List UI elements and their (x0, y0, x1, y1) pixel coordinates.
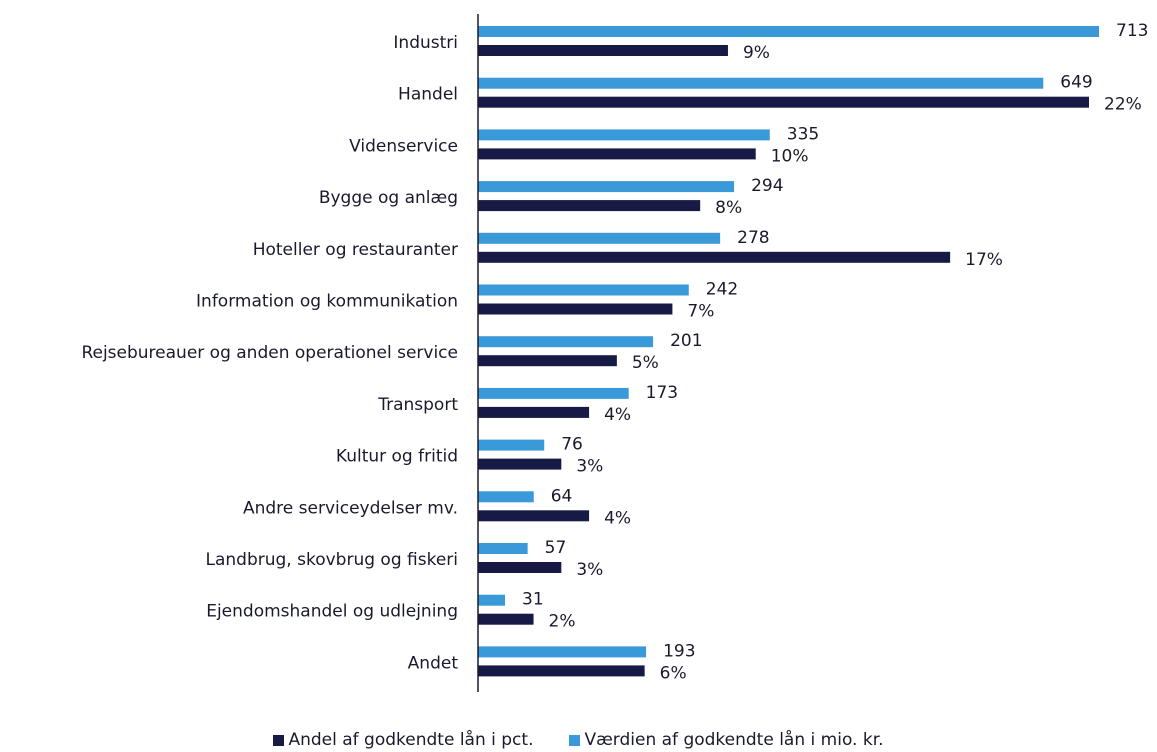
data-label-share: 5% (632, 353, 659, 373)
legend-label-share: Andel af godkendte lån i pct. (288, 730, 534, 750)
bar-chart: Industri 713 9% Handel 649 22% Videnservice 335… (81, 14, 1148, 692)
category-label: Industri (393, 33, 458, 53)
category-label: Handel (398, 85, 458, 105)
category-label: Ejendomshandel og udlejning (206, 602, 458, 622)
bar-value (478, 491, 534, 503)
bar-share (478, 458, 562, 470)
bar-share (478, 562, 562, 573)
data-label-value: 57 (545, 538, 567, 558)
bar-value (478, 129, 770, 141)
data-label-value: 278 (737, 228, 769, 248)
category-label: Andet (408, 653, 459, 673)
bar-value (478, 594, 505, 606)
data-label-share: 17% (965, 250, 1003, 270)
data-label-share: 22% (1104, 95, 1142, 115)
bar-value (478, 26, 1099, 37)
bar-value (478, 232, 721, 244)
bar-share (478, 45, 728, 56)
category-label: Landbrug, skovbrug og fiskeri (206, 550, 459, 570)
data-label-value: 201 (670, 331, 702, 351)
bar-value (478, 77, 1044, 89)
category-label: Videnservice (349, 136, 458, 156)
category-label: Bygge og anlæg (319, 188, 458, 208)
category-label: Rejsebureauer og anden operationel servi… (81, 343, 458, 363)
category-label: Hoteller og restauranter (253, 240, 458, 260)
data-label-value: 193 (663, 641, 695, 661)
data-label-share: 10% (771, 146, 809, 166)
data-label-value: 64 (551, 486, 573, 506)
bar-value (478, 439, 545, 451)
data-label-value: 649 (1060, 73, 1092, 93)
data-label-share: 8% (715, 198, 742, 218)
category-label: Transport (377, 395, 458, 415)
data-label-share: 6% (660, 663, 687, 683)
legend-label-value: Værdien af godkendte lån i mio. kr. (584, 730, 884, 750)
data-label-share: 3% (576, 560, 603, 580)
data-label-value: 76 (561, 435, 583, 455)
data-label-share: 3% (576, 457, 603, 477)
bar-share (478, 251, 951, 263)
legend-swatch-value (569, 734, 581, 746)
category-label: Kultur og fritid (336, 447, 458, 467)
bar-value (478, 646, 647, 658)
data-label-share: 4% (604, 405, 631, 425)
data-label-value: 242 (706, 280, 738, 300)
data-label-value: 713 (1116, 21, 1148, 41)
bar-share (478, 665, 645, 677)
bar-share (478, 613, 534, 625)
bar-value (478, 336, 654, 348)
bar-share (478, 303, 673, 315)
category-label: Information og kommunikation (196, 292, 458, 312)
data-label-value: 294 (751, 176, 783, 196)
category-label: Andre serviceydelser mv. (243, 498, 458, 518)
data-label-value: 31 (522, 590, 544, 610)
data-label-share: 4% (604, 508, 631, 528)
legend-item-value: Værdien af godkendte lån i mio. kr. (569, 728, 884, 752)
data-label-value: 173 (646, 383, 678, 403)
bar-share (478, 355, 617, 367)
data-label-share: 7% (687, 302, 714, 322)
bar-value (478, 181, 735, 193)
legend-item-share: Andel af godkendte lån i pct. (273, 728, 533, 752)
bar-share (478, 406, 590, 418)
bar-share (478, 510, 590, 522)
data-label-value: 335 (787, 124, 819, 144)
data-label-share: 2% (549, 612, 576, 632)
bar-share (478, 200, 701, 212)
bar-value (478, 543, 528, 554)
legend: Andel af godkendte lån i pct. Værdien af… (0, 728, 1157, 752)
bar-share (478, 96, 1089, 108)
data-label-share: 9% (743, 43, 770, 63)
legend-swatch-share (273, 734, 285, 746)
bar-value (478, 284, 689, 296)
bar-value (478, 387, 629, 399)
bar-share (478, 148, 756, 160)
